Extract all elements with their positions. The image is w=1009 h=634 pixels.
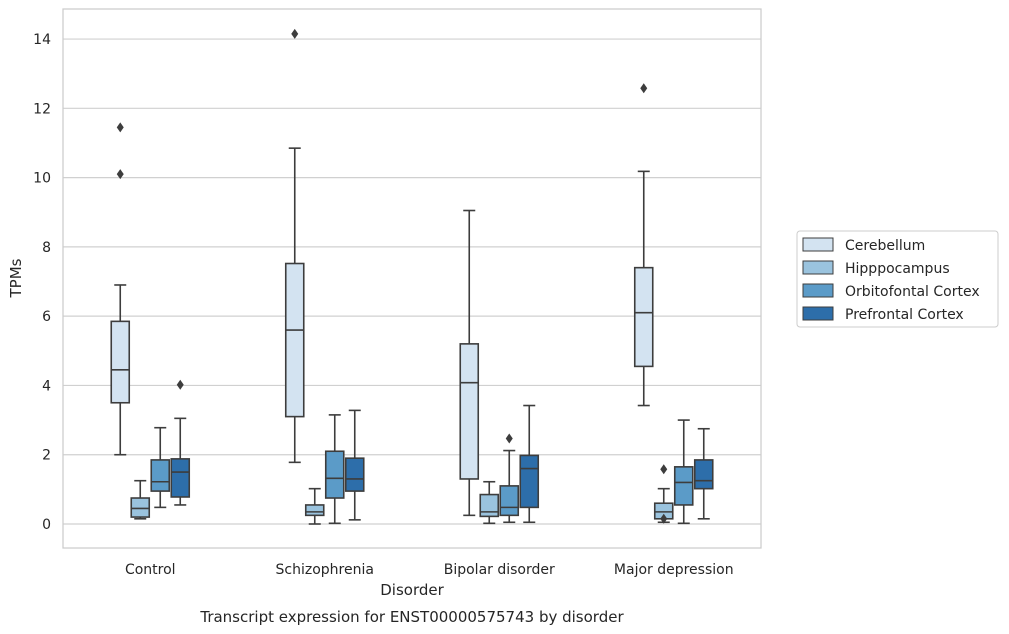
box-body bbox=[344, 457, 365, 492]
box-orbitofontal-cortex-3 bbox=[673, 419, 694, 525]
box-body bbox=[693, 459, 714, 490]
box-prefrontal-cortex-3 bbox=[693, 427, 714, 520]
box-prefrontal-cortex-1 bbox=[344, 409, 365, 521]
box-body bbox=[499, 485, 520, 517]
outlier-point bbox=[116, 122, 124, 133]
box-hipppocampus-0 bbox=[130, 479, 151, 520]
box-orbitofontal-cortex-2 bbox=[499, 433, 520, 524]
box-body bbox=[130, 497, 151, 518]
outlier-point bbox=[660, 464, 668, 475]
box-prefrontal-cortex-2 bbox=[519, 404, 540, 524]
y-tick-label: 4 bbox=[42, 378, 51, 394]
box-cerebellum-2 bbox=[459, 209, 480, 517]
legend-swatch bbox=[802, 260, 834, 275]
outlier-point bbox=[176, 379, 184, 390]
x-tick-label: Bipolar disorder bbox=[444, 562, 555, 578]
x-tick-label: Control bbox=[125, 562, 176, 578]
y-axis-ticks: 0 2 4 6 8 10 12 14 bbox=[33, 32, 51, 533]
y-tick-label: 14 bbox=[33, 32, 51, 48]
gridlines bbox=[63, 38, 761, 525]
box-hipppocampus-3 bbox=[653, 464, 674, 524]
legend-label: Hipppocampus bbox=[845, 261, 950, 277]
box-body bbox=[673, 466, 694, 506]
box-cerebellum-3 bbox=[633, 83, 654, 407]
legend-frame bbox=[796, 230, 999, 328]
outlier-point bbox=[660, 513, 668, 524]
box-body bbox=[459, 343, 480, 480]
box-body bbox=[170, 458, 191, 498]
x-axis-label: Disorder bbox=[380, 581, 444, 599]
boxes bbox=[110, 28, 714, 525]
box-body bbox=[110, 320, 131, 404]
legend-label: Orbitofontal Cortex bbox=[845, 284, 980, 300]
outlier-point bbox=[640, 83, 648, 94]
y-tick-label: 10 bbox=[33, 171, 51, 187]
plot-frame bbox=[62, 8, 762, 549]
legend-label: Prefrontal Cortex bbox=[845, 307, 964, 323]
chart-caption: Transcript expression for ENST0000057574… bbox=[199, 608, 624, 626]
box-hipppocampus-2 bbox=[479, 480, 500, 525]
box-body bbox=[479, 493, 500, 518]
legend-swatch bbox=[802, 306, 834, 321]
outlier-point bbox=[291, 28, 299, 39]
y-tick-label: 6 bbox=[42, 309, 51, 325]
y-tick-label: 8 bbox=[42, 240, 51, 256]
box-body bbox=[150, 459, 171, 492]
box-body bbox=[284, 262, 305, 418]
box-body bbox=[304, 504, 325, 517]
box-orbitofontal-cortex-0 bbox=[150, 426, 171, 509]
x-tick-label: Major depression bbox=[614, 562, 734, 578]
outlier-point bbox=[505, 433, 513, 444]
x-axis-ticks: Control Schizophrenia Bipolar disorder Majo… bbox=[125, 562, 734, 578]
box-body bbox=[519, 454, 540, 509]
box-body bbox=[633, 266, 654, 368]
y-tick-label: 2 bbox=[42, 448, 51, 464]
box-orbitofontal-cortex-1 bbox=[324, 414, 345, 525]
box-prefrontal-cortex-0 bbox=[170, 379, 191, 506]
box-body bbox=[324, 450, 345, 499]
box-hipppocampus-1 bbox=[304, 487, 325, 525]
box-cerebellum-1 bbox=[284, 28, 305, 464]
outlier-point bbox=[116, 169, 124, 180]
legend: Cerebellum Hipppocampus Orbitofontal Corte… bbox=[796, 230, 999, 328]
legend-label: Cerebellum bbox=[845, 238, 925, 254]
box-cerebellum-0 bbox=[110, 122, 131, 456]
y-tick-label: 0 bbox=[42, 517, 51, 533]
legend-swatch bbox=[802, 237, 834, 252]
x-tick-label: Schizophrenia bbox=[276, 562, 374, 578]
y-tick-label: 12 bbox=[33, 101, 51, 117]
legend-swatch bbox=[802, 283, 834, 298]
y-axis-label: TPMs bbox=[7, 258, 25, 298]
